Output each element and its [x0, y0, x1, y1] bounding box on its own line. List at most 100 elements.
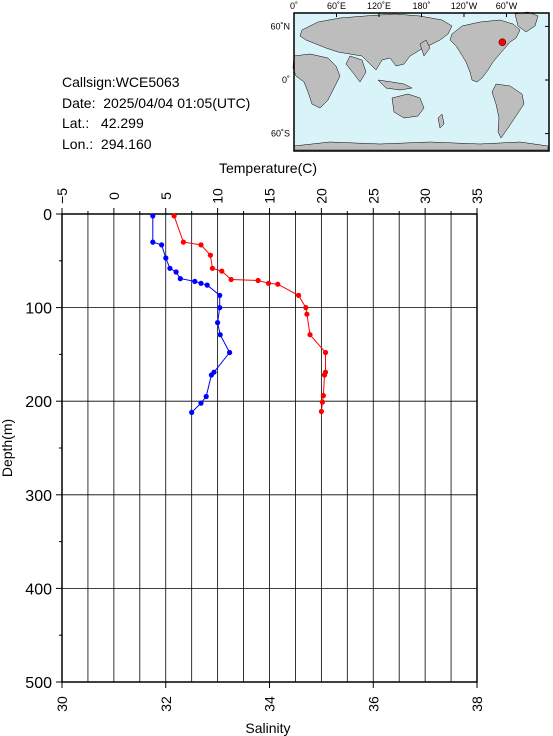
temperature-tick-label: 15 [262, 188, 278, 204]
callsign-value: WCE5063 [115, 74, 180, 90]
salinity-data-point [198, 280, 204, 286]
station-location-map: 0˚ 60˚E 120˚E 180˚ 120˚W 60˚W60˚N0˚60˚S [270, 1, 550, 152]
salinity-data-point [173, 269, 179, 275]
depth-axis-title: Depth(m) [0, 419, 15, 477]
landmass-new-zealand [437, 113, 445, 129]
depth-tick-label: 200 [25, 394, 52, 411]
landmass-antarctica [293, 141, 549, 151]
salinity-data-point [204, 282, 210, 288]
callsign-row: Callsign:WCE5063 [62, 72, 250, 93]
lat-row: Lat.: 42.299 [62, 113, 250, 134]
lat-label: Lat.: [62, 115, 90, 131]
salinity-data-point [217, 305, 223, 311]
salinity-data-point [203, 393, 209, 400]
salinity-tick-label: 36 [365, 696, 381, 712]
date-value: 2025/04/04 01:05(UTC) [103, 94, 251, 111]
depth-tick-label: 100 [25, 301, 52, 318]
salinity-axis-title: Salinity [245, 720, 290, 736]
date-label: Date: [62, 94, 96, 111]
temperature-data-point [207, 252, 213, 258]
lon-label: Lon.: [62, 135, 94, 152]
salinity-data-point [208, 372, 214, 378]
temperature-data-point [255, 277, 261, 284]
salinity-tick-label: 32 [158, 696, 174, 712]
station-marker [498, 38, 507, 46]
landmass-eurasia [299, 13, 453, 71]
temperature-data-point [307, 332, 313, 338]
lon-row: Lon.: 294.160 [62, 134, 250, 155]
temperature-profile-line [173, 215, 326, 412]
salinity-data-point [217, 332, 223, 338]
temperature-tick-label: 5 [158, 192, 174, 200]
temperature-tick-label: 35 [469, 188, 485, 204]
salinity-data-point [227, 349, 233, 356]
temperature-data-point [180, 239, 186, 245]
map-lon-label: 180˚ [412, 1, 430, 11]
temperature-tick-label: −5 [54, 188, 70, 204]
map-lon-label: 120˚W [451, 1, 478, 11]
temperature-data-point [303, 305, 309, 311]
salinity-data-point [163, 255, 169, 261]
salinity-tick-label: 30 [54, 696, 70, 712]
depth-tick-label: 300 [25, 488, 52, 505]
temperature-data-point [171, 213, 177, 219]
map-landmasses [292, 11, 549, 151]
map-lat-label: 60˚S [271, 129, 290, 139]
salinity-data-point [167, 265, 173, 271]
landmass-africa [292, 53, 341, 109]
salinity-data-point [192, 278, 198, 284]
callsign-label: Callsign: [62, 74, 116, 90]
temperature-tick-label: 10 [210, 188, 226, 204]
salinity-data-point [217, 292, 223, 298]
temperature-data-point [228, 276, 234, 283]
depth-tick-label: 500 [25, 675, 52, 692]
salinity-data-point [198, 400, 204, 406]
temperature-tick-label: 30 [417, 188, 433, 204]
temperature-data-point [198, 242, 204, 248]
landmass-india [345, 55, 367, 83]
map-lat-label: 60˚N [270, 21, 290, 31]
salinity-data-point [150, 239, 156, 245]
temperature-data-point [304, 311, 310, 317]
salinity-data-point [150, 213, 156, 219]
landmass-australia [391, 93, 425, 119]
temperature-data-point [219, 268, 225, 274]
depth-tick-label: 0 [43, 207, 52, 224]
temperature-data-point [322, 349, 329, 356]
map-lon-label: 60˚W [496, 1, 518, 11]
temperature-data-point [321, 372, 328, 378]
lat-value: 42.299 [100, 115, 144, 131]
map-lon-label: 120˚E [367, 1, 391, 11]
landmass-north-america [449, 19, 521, 83]
station-info: Callsign:WCE5063 Date: 2025/04/04 01:05(… [62, 72, 250, 154]
salinity-data-point [159, 242, 165, 248]
temperature-data-point [319, 399, 325, 405]
depth-tick-label: 400 [25, 581, 52, 598]
temperature-tick-label: 20 [313, 188, 329, 204]
salinity-tick-label: 38 [469, 696, 485, 712]
chart-series [150, 213, 329, 415]
landmass-greenland [514, 11, 539, 33]
temperature-data-point [265, 280, 272, 286]
map-border [293, 12, 550, 152]
map-lon-label: 60˚E [327, 1, 346, 11]
temperature-data-point [320, 393, 326, 399]
salinity-profile-line [152, 215, 231, 413]
landmass-japan [419, 39, 431, 57]
salinity-data-point [215, 320, 221, 326]
landmass-south-america [491, 83, 525, 139]
station-dot [498, 38, 507, 46]
temperature-data-point [209, 265, 215, 271]
temperature-axis-title: Temperature(C) [219, 160, 317, 176]
temperature-data-point [275, 281, 281, 287]
temperature-tick-label: 25 [365, 188, 381, 204]
salinity-data-point [177, 276, 183, 282]
map-lon-label: 0˚ [290, 1, 298, 11]
landmass-indonesia [377, 79, 413, 91]
lon-value: 294.160 [100, 135, 152, 152]
salinity-tick-label: 34 [262, 696, 278, 712]
map-labels: 0˚ 60˚E 120˚E 180˚ 120˚W 60˚W60˚N0˚60˚S [270, 1, 549, 139]
map-lat-label: 0˚ [282, 75, 290, 85]
